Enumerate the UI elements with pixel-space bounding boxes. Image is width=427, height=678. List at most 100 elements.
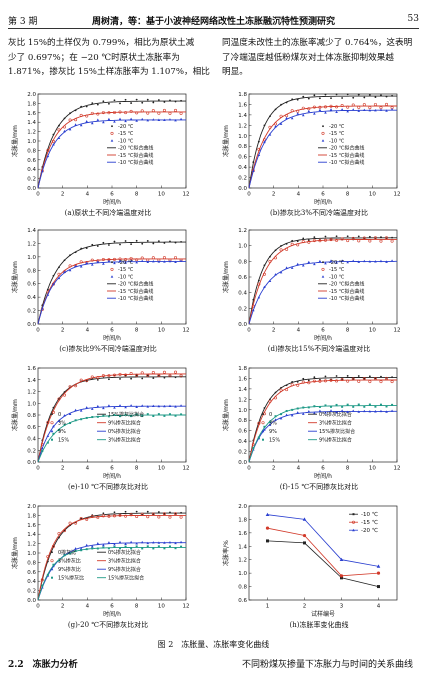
data-point (368, 106, 372, 110)
data-point (63, 393, 67, 397)
data-point (96, 376, 100, 380)
data-point (346, 105, 350, 109)
x-tick-label: 6 (321, 328, 325, 334)
legend-label: -20 ℃拟合曲线 (329, 145, 364, 152)
data-point (362, 103, 366, 107)
data-point (41, 449, 44, 452)
legend-label: 3%掺灰比拟合 (108, 437, 141, 444)
data-point (146, 510, 149, 513)
legend-label: -15 ℃拟合曲线 (118, 152, 153, 159)
legend-label: -20 ℃拟合曲线 (329, 281, 364, 288)
data-point (57, 136, 61, 139)
y-tick-label: 2.0 (238, 504, 247, 510)
data-point (79, 123, 83, 127)
data-point (252, 308, 255, 312)
data-point (296, 98, 299, 101)
data-point (329, 108, 333, 111)
fit-curve (37, 100, 186, 189)
data-point (108, 244, 110, 246)
y-tick-label: 0.2 (238, 176, 247, 182)
data-point (274, 273, 277, 276)
y-tick-label: 0.4 (27, 295, 36, 301)
data-point (96, 415, 99, 418)
data-point (351, 377, 355, 381)
data-point (140, 540, 144, 544)
data-point (385, 236, 389, 240)
data-point (124, 261, 127, 264)
y-tick-label: 1.0 (27, 551, 36, 557)
data-point (57, 397, 61, 401)
data-point (50, 429, 54, 433)
y-tick-label: 0.0 (27, 598, 36, 604)
x-tick-label: 6 (110, 192, 114, 198)
data-point (85, 416, 88, 419)
x-tick-label: 0 (247, 192, 251, 198)
data-point (351, 409, 355, 412)
data-point (101, 111, 105, 115)
data-point (368, 380, 372, 384)
y-tick-label: 0.2 (27, 448, 36, 454)
data-point (368, 403, 371, 406)
data-point (339, 574, 344, 578)
data-point (252, 169, 255, 172)
data-point (174, 414, 177, 417)
data-point (163, 541, 166, 544)
y-axis-label: 冻胀量/mm (222, 125, 230, 157)
running-header: 第 3 期 周树清，等：基于小波神经网络改性土冻胀融沉特性预测研究 53 (8, 14, 419, 29)
data-point (74, 251, 77, 254)
data-point (321, 275, 325, 278)
data-point (312, 105, 316, 109)
data-point (85, 543, 89, 547)
x-axis-label: 时间/h (314, 334, 332, 342)
data-point (157, 515, 161, 519)
data-point (118, 117, 122, 120)
data-point (135, 545, 138, 548)
data-point (368, 108, 372, 112)
data-point (69, 112, 71, 115)
x-tick-label: 10 (369, 328, 376, 334)
data-point (130, 243, 133, 246)
data-point (319, 97, 321, 100)
data-point (391, 94, 393, 97)
data-point (168, 404, 172, 407)
data-point (323, 379, 327, 383)
data-point (135, 119, 138, 122)
data-point (107, 374, 111, 378)
data-point (374, 260, 377, 263)
data-point (174, 100, 177, 103)
legend-label: 9%掺灰比拟合 (108, 420, 141, 427)
caption-e: (e)-10 ℃不同掺灰比对比 (68, 483, 148, 491)
data-point (135, 413, 138, 416)
data-point (329, 409, 333, 412)
data-point (174, 376, 177, 379)
legend-label: -20 ℃ (361, 527, 378, 534)
data-point (374, 410, 377, 413)
data-point (101, 257, 105, 261)
series-line (267, 527, 379, 577)
data-point (179, 111, 183, 115)
data-point (68, 127, 72, 131)
data-point (57, 419, 61, 423)
data-point (174, 541, 177, 545)
y-tick-label: 0.6 (27, 158, 36, 164)
y-tick-label: 1.4 (27, 120, 36, 126)
data-point (302, 406, 305, 409)
data-point (90, 258, 94, 262)
y-tick-label: 2.0 (27, 92, 36, 98)
data-point (46, 441, 49, 444)
data-point (324, 235, 327, 238)
data-point (152, 101, 155, 104)
data-point (257, 153, 261, 156)
data-point (69, 552, 72, 555)
data-point (74, 419, 77, 422)
data-point (113, 261, 116, 265)
data-point (107, 541, 111, 544)
y-tick-label: 1.2 (238, 123, 247, 129)
data-point (129, 109, 133, 113)
data-point (90, 263, 94, 266)
x-tick-label: 10 (158, 328, 165, 334)
data-point (257, 282, 261, 286)
data-point (380, 94, 382, 97)
data-point (329, 238, 333, 242)
data-point (57, 559, 60, 562)
